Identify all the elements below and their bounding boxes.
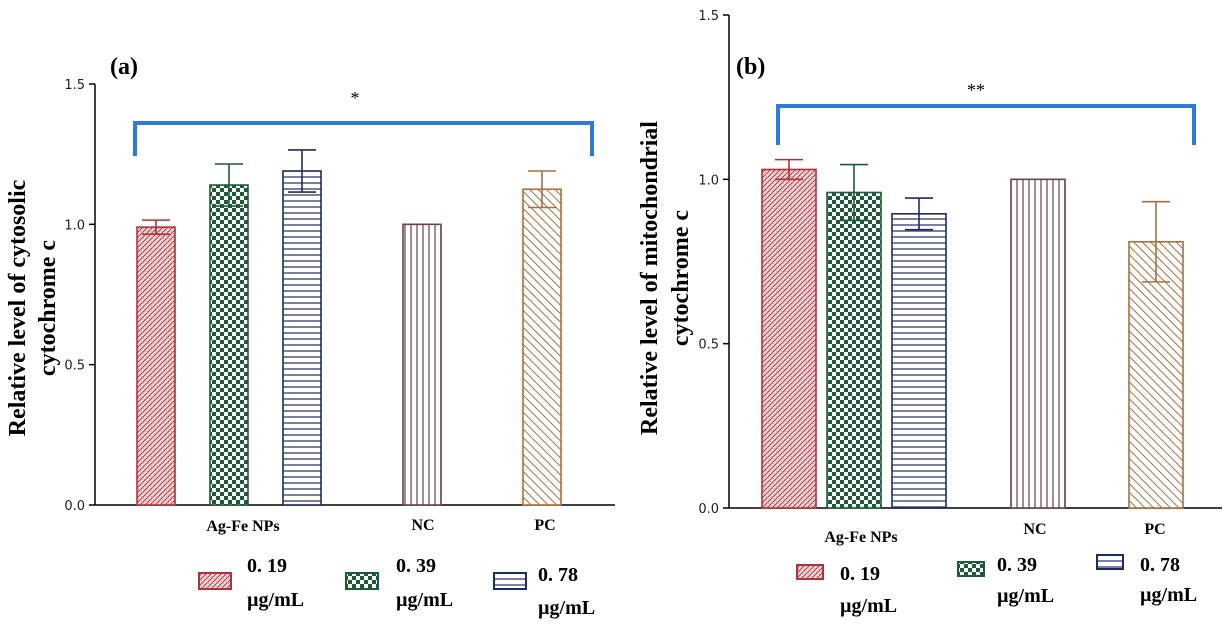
legend-swatch bbox=[493, 572, 527, 590]
bar bbox=[1010, 178, 1066, 509]
legend-unit: µg/mL bbox=[840, 595, 897, 617]
bar bbox=[522, 188, 562, 506]
significance-bracket bbox=[133, 121, 594, 156]
y-tick-label: 1.5 bbox=[698, 9, 719, 24]
y-tick-label: 0.0 bbox=[698, 502, 719, 517]
panel-a-chart: 0.0 0.5 1.0 1.5 * (a) Relative level of cytoso… bbox=[5, 54, 615, 535]
y-tick-label: 0.5 bbox=[698, 338, 719, 353]
legend-unit: µg/mL bbox=[538, 597, 595, 619]
category-label: PC bbox=[534, 517, 555, 534]
category-label: PC bbox=[1144, 521, 1165, 538]
y-axis-label-line1: Relative level of mitochondrial bbox=[637, 121, 663, 435]
legend-value: 0. 19 bbox=[247, 555, 287, 577]
legend-unit: µg/mL bbox=[997, 585, 1054, 607]
category-label: NC bbox=[411, 517, 434, 534]
legend-swatch bbox=[198, 572, 232, 590]
y-axis-label-line1: Relative level of cytosolic bbox=[5, 179, 31, 436]
y-tick-label: 0.5 bbox=[64, 359, 85, 374]
y-axis-label-line2: cytochrome c bbox=[35, 240, 61, 377]
category-label: Ag-Fe NPs bbox=[206, 518, 279, 535]
bar bbox=[761, 168, 817, 509]
legend-value: 0. 78 bbox=[1140, 554, 1180, 576]
bar bbox=[136, 226, 176, 506]
legend-swatch bbox=[957, 561, 985, 577]
legend-value: 0. 78 bbox=[538, 564, 578, 586]
category-label: Ag-Fe NPs bbox=[824, 529, 897, 546]
bar bbox=[1128, 240, 1184, 509]
significance-label: ** bbox=[967, 80, 985, 100]
legend-unit: µg/mL bbox=[247, 589, 304, 611]
bar bbox=[209, 184, 249, 506]
bar bbox=[282, 170, 322, 506]
legend-value: 0. 39 bbox=[997, 554, 1037, 576]
legend-swatch bbox=[1096, 554, 1124, 570]
legend-panel-a: 0. 19 µg/mL 0. 39 µg/mL 0. 78 µg/mL bbox=[198, 555, 595, 619]
y-tick-label: 1.0 bbox=[698, 173, 719, 188]
panel-b-chart: 0.0 0.5 1.0 1.5 ** (b) Relative level of mitoc… bbox=[637, 9, 1222, 546]
y-axis-label-line2: cytochrome c bbox=[668, 210, 694, 347]
y-tick-label: 1.5 bbox=[64, 78, 85, 93]
legend-swatch bbox=[345, 572, 379, 590]
significance-label: * bbox=[351, 88, 360, 108]
legend-value: 0. 39 bbox=[396, 555, 436, 577]
y-tick-label: 1.0 bbox=[64, 218, 85, 233]
legend-unit: µg/mL bbox=[1140, 584, 1197, 606]
significance-bracket bbox=[776, 104, 1196, 145]
legend-unit: µg/mL bbox=[396, 589, 453, 611]
category-label: NC bbox=[1023, 521, 1046, 538]
panel-label: (b) bbox=[736, 54, 765, 80]
bar bbox=[891, 213, 947, 509]
legend-swatch bbox=[796, 564, 824, 580]
legend-panel-b: 0. 19 µg/mL 0. 39 µg/mL 0. 78 µg/mL bbox=[796, 554, 1197, 617]
y-tick-label: 0.0 bbox=[64, 499, 85, 514]
bar bbox=[402, 223, 442, 506]
panel-label: (a) bbox=[110, 54, 138, 80]
bar bbox=[826, 191, 882, 509]
legend-value: 0. 19 bbox=[840, 563, 880, 585]
